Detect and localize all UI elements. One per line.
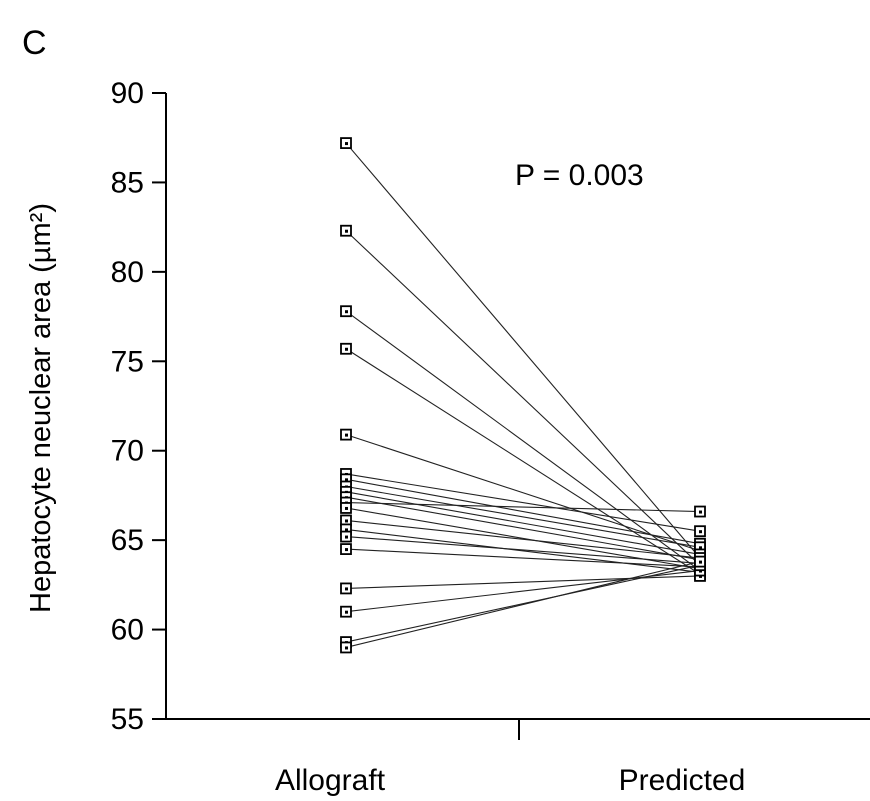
pair-line — [345, 502, 701, 513]
pair-line — [345, 496, 701, 561]
allograft-point — [340, 543, 352, 555]
pair-line — [345, 485, 701, 548]
pair-line — [345, 548, 701, 568]
predicted-point — [694, 555, 706, 568]
y-tick-label: 85 — [111, 166, 144, 199]
predicted-point — [694, 505, 706, 518]
pair-line — [345, 142, 701, 559]
data-pairs — [340, 137, 706, 654]
allograft-point — [340, 428, 352, 441]
y-tick-label: 70 — [111, 435, 144, 468]
y-tick-label: 55 — [111, 703, 144, 736]
pair-line — [345, 561, 701, 648]
y-tick-label: 60 — [111, 614, 144, 647]
allograft-point — [340, 530, 352, 543]
pair-line — [345, 536, 701, 564]
allograft-point — [340, 582, 352, 595]
y-tick-label: 65 — [111, 524, 144, 557]
y-axis-label: Hepatocyte neuclear area (µm²) — [25, 203, 57, 613]
allograft-point — [340, 641, 352, 654]
predicted-point — [694, 525, 706, 538]
y-tick-label: 80 — [111, 256, 144, 289]
pair-line — [345, 473, 701, 532]
pair-line — [345, 230, 701, 566]
pair-line — [345, 528, 701, 573]
allograft-point — [340, 502, 352, 514]
y-tick-label: 90 — [111, 77, 144, 110]
allograft-point — [340, 305, 352, 318]
pair-line — [345, 478, 701, 545]
allograft-point — [340, 605, 352, 618]
pair-line — [345, 310, 701, 571]
allograft-point — [340, 342, 352, 355]
pair-line — [345, 575, 701, 589]
y-tick-label: 75 — [111, 345, 144, 378]
category-label-predicted: Predicted — [619, 764, 746, 797]
panel-label: C — [22, 24, 47, 62]
pair-line — [345, 434, 701, 552]
pair-line — [345, 491, 701, 555]
allograft-point — [340, 137, 352, 149]
category-label-allograft: Allograft — [275, 764, 386, 797]
pair-line — [345, 519, 701, 559]
allograft-point — [340, 224, 352, 237]
pair-line — [345, 564, 701, 643]
pair-line — [345, 570, 701, 613]
pair-line — [345, 348, 701, 575]
y-ticks: 55 60 65 70 75 80 85 90 — [111, 77, 166, 736]
p-value-annotation: P = 0.003 — [515, 159, 644, 192]
